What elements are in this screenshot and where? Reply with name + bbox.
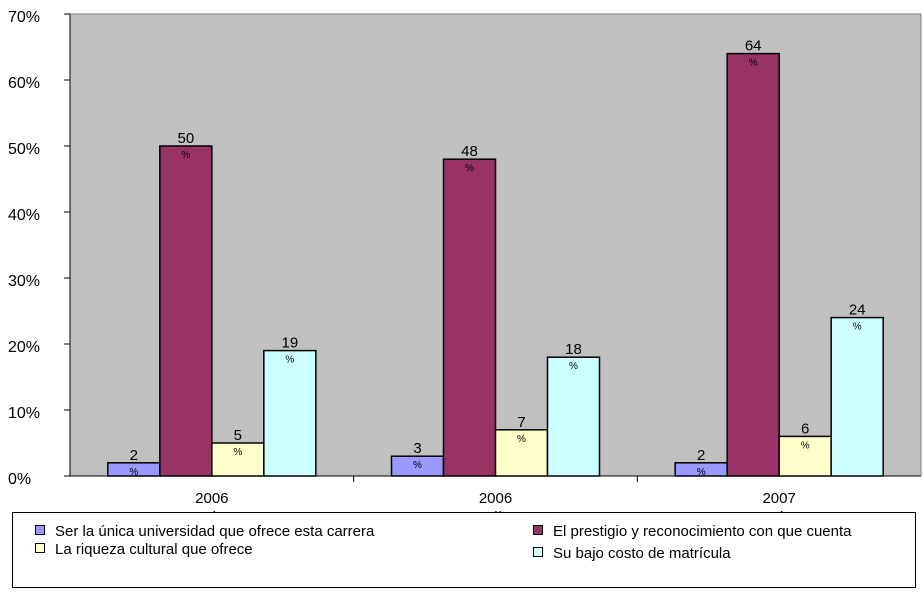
- legend-label: Ser la única universidad que ofrece esta…: [55, 523, 375, 540]
- bar-chart: 0%10%20%30%40%50%60%70%2006-I2006-II2007…: [8, 9, 922, 512]
- data-label-suffix: %: [181, 150, 190, 161]
- data-label: 2: [130, 447, 138, 464]
- legend-item-riqueza-cultural: La riqueza cultural que ofrece: [35, 541, 253, 558]
- x-tick-label-line2: -I: [207, 508, 216, 512]
- legend-label: La riqueza cultural que ofrece: [55, 541, 253, 558]
- data-label: 2: [697, 447, 705, 464]
- y-tick-label: 30%: [8, 273, 40, 290]
- bar: [494, 429, 549, 477]
- data-label-suffix: %: [517, 434, 526, 445]
- bar: [442, 158, 497, 477]
- legend-swatch: [35, 525, 45, 535]
- y-tick-label: 50%: [8, 141, 40, 158]
- legend-swatch: [35, 543, 45, 553]
- bar: [830, 316, 884, 477]
- x-tick-label: 2006: [479, 490, 512, 507]
- data-label-suffix: %: [697, 467, 706, 478]
- bar: [211, 442, 265, 477]
- bar: [263, 349, 317, 477]
- data-label-suffix: %: [465, 163, 474, 174]
- data-label: 3: [413, 440, 421, 457]
- legend: Ser la única universidad que ofrece esta…: [12, 512, 916, 588]
- data-label-suffix: %: [853, 322, 862, 333]
- y-tick-label: 60%: [8, 75, 40, 92]
- data-label-suffix: %: [749, 58, 758, 69]
- bar: [778, 435, 832, 477]
- data-label: 18: [565, 341, 582, 358]
- data-label-suffix: %: [413, 460, 422, 471]
- data-label-suffix: %: [129, 467, 138, 478]
- bar: [546, 356, 601, 477]
- legend-item-prestigio: El prestigio y reconocimiento con que cu…: [533, 523, 852, 540]
- y-tick-label: 40%: [8, 207, 40, 224]
- y-tick-label: 20%: [8, 339, 40, 356]
- data-label: 7: [517, 414, 525, 431]
- bar: [159, 145, 213, 477]
- data-label-suffix: %: [801, 440, 810, 451]
- legend-swatch: [533, 525, 543, 535]
- data-label-suffix: %: [569, 361, 578, 372]
- legend-label: El prestigio y reconocimiento con que cu…: [553, 523, 852, 540]
- data-label: 6: [801, 420, 809, 437]
- y-tick-label: 0%: [8, 471, 31, 488]
- legend-item-unica-universidad: Ser la única universidad que ofrece esta…: [35, 523, 374, 540]
- x-tick-label-line2: -II: [489, 508, 502, 512]
- data-label: 64: [745, 38, 762, 55]
- data-label: 50: [177, 130, 194, 147]
- y-tick-label: 10%: [8, 405, 40, 422]
- data-label-suffix: %: [233, 447, 242, 458]
- data-label: 24: [849, 302, 866, 319]
- data-label: 5: [234, 427, 242, 444]
- data-label: 19: [281, 335, 298, 352]
- y-tick-label: 70%: [8, 9, 40, 26]
- data-label-suffix: %: [285, 355, 294, 366]
- legend-label: Su bajo costo de matrícula: [553, 545, 731, 562]
- x-tick-label-line2: -I: [775, 508, 784, 512]
- x-tick-label: 2007: [762, 490, 795, 507]
- bar: [726, 52, 780, 477]
- data-label: 48: [461, 143, 478, 160]
- legend-swatch: [533, 547, 543, 557]
- legend-item-bajo-costo: Su bajo costo de matrícula: [533, 545, 731, 562]
- x-tick-label: 2006: [195, 490, 228, 507]
